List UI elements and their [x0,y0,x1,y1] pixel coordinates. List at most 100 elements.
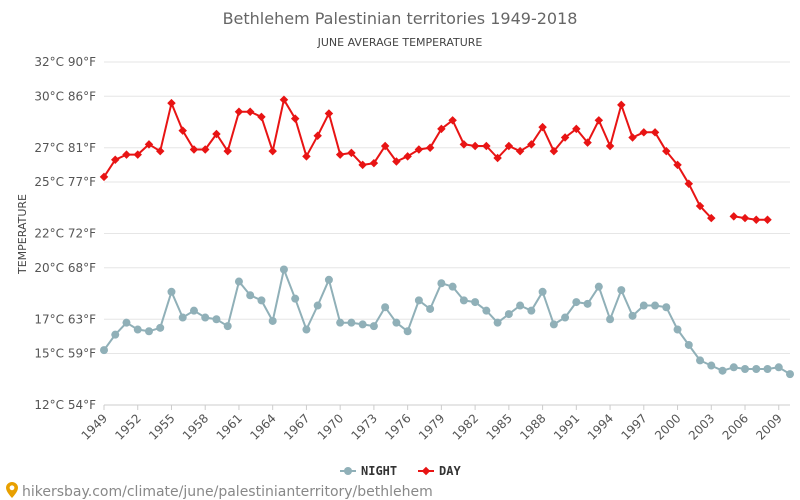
data-point-night[interactable] [651,301,660,310]
data-point-day[interactable] [493,153,502,163]
data-point-night[interactable] [741,364,750,373]
legend-item-night[interactable]: NIGHT [340,464,397,478]
data-point-day[interactable] [684,179,694,189]
data-point-day[interactable] [414,145,424,154]
source-link[interactable]: hikersbay.com/climate/june/palestiniante… [6,482,433,500]
data-point-day[interactable] [605,141,615,151]
data-point-night[interactable] [628,311,637,320]
data-point-night[interactable] [302,325,311,334]
data-point-day[interactable] [617,100,626,110]
data-point-day[interactable] [504,141,514,151]
data-point-night[interactable] [684,340,693,349]
data-point-night[interactable] [437,279,446,288]
data-point-night[interactable] [414,296,423,305]
data-point-night[interactable] [122,318,131,327]
data-point-night[interactable] [268,316,277,325]
data-point-day[interactable] [268,146,277,156]
data-point-day[interactable] [729,212,739,221]
data-point-night[interactable] [572,298,581,307]
data-point-night[interactable] [358,320,367,329]
data-point-night[interactable] [111,330,120,339]
data-point-day[interactable] [111,155,120,164]
data-point-night[interactable] [516,301,525,310]
data-point-day[interactable] [392,157,401,166]
data-point-night[interactable] [133,325,142,334]
data-point-day[interactable] [223,146,232,156]
data-point-night[interactable] [707,361,716,370]
data-point-day[interactable] [324,109,334,118]
data-point-day[interactable] [189,145,199,154]
data-point-night[interactable] [774,363,783,372]
data-point-day[interactable] [347,148,356,158]
data-point-night[interactable] [212,315,221,324]
data-point-night[interactable] [100,346,108,355]
data-point-night[interactable] [583,299,592,308]
data-point-night[interactable] [347,318,356,327]
data-point-night[interactable] [482,306,491,315]
data-point-night[interactable] [336,318,345,327]
data-point-night[interactable] [403,327,412,336]
data-point-day[interactable] [144,140,154,149]
data-point-day[interactable] [650,128,660,137]
data-point-night[interactable] [696,356,705,365]
data-point-day[interactable] [448,116,457,125]
data-point-night[interactable] [493,318,502,327]
data-point-night[interactable] [471,298,480,307]
data-point-night[interactable] [662,303,671,312]
data-point-night[interactable] [718,366,727,375]
data-point-night[interactable] [639,301,648,310]
legend-item-day[interactable]: DAY [418,464,461,478]
data-point-night[interactable] [729,363,738,372]
data-point-day[interactable] [155,146,165,156]
data-point-day[interactable] [470,141,480,151]
data-point-day[interactable] [482,141,491,151]
data-point-day[interactable] [302,152,311,161]
data-point-night[interactable] [279,265,288,274]
data-point-night[interactable] [786,370,794,379]
data-point-day[interactable] [425,143,435,152]
data-point-night[interactable] [257,296,266,305]
data-point-night[interactable] [234,277,243,286]
data-point-day[interactable] [380,141,390,151]
data-point-night[interactable] [223,322,232,331]
data-point-night[interactable] [459,296,468,305]
data-point-night[interactable] [189,306,198,315]
data-point-night[interactable] [392,318,401,327]
data-point-day[interactable] [437,124,446,134]
data-point-day[interactable] [212,129,221,139]
data-point-night[interactable] [156,323,165,332]
data-point-night[interactable] [201,313,210,322]
source-text[interactable]: hikersbay.com/climate/june/palestiniante… [22,484,433,500]
data-point-night[interactable] [178,313,187,322]
data-point-night[interactable] [381,303,390,312]
data-point-night[interactable] [527,306,536,315]
data-point-day[interactable] [257,112,266,122]
data-point-night[interactable] [291,294,300,303]
data-point-day[interactable] [245,107,255,116]
data-point-day[interactable] [459,140,469,149]
data-point-day[interactable] [403,152,412,161]
data-point-day[interactable] [335,150,345,159]
data-point-day[interactable] [279,95,289,104]
data-point-day[interactable] [594,116,604,125]
data-point-night[interactable] [246,291,255,300]
data-point-night[interactable] [369,322,378,331]
data-point-day[interactable] [369,158,379,168]
data-point-day[interactable] [290,114,300,123]
data-point-day[interactable] [200,145,210,154]
data-point-day[interactable] [313,131,322,140]
data-point-night[interactable] [606,315,615,324]
data-point-night[interactable] [504,310,513,319]
data-point-day[interactable] [133,150,142,159]
data-point-night[interactable] [313,301,322,310]
data-point-night[interactable] [763,364,772,373]
data-point-day[interactable] [763,215,772,225]
data-point-night[interactable] [448,282,457,291]
data-point-night[interactable] [144,327,153,336]
data-point-night[interactable] [324,275,333,284]
data-point-day[interactable] [234,107,244,116]
data-point-day[interactable] [740,213,750,223]
legend[interactable]: NIGHT DAY [340,464,461,478]
data-point-night[interactable] [167,287,176,296]
data-point-night[interactable] [426,304,435,313]
